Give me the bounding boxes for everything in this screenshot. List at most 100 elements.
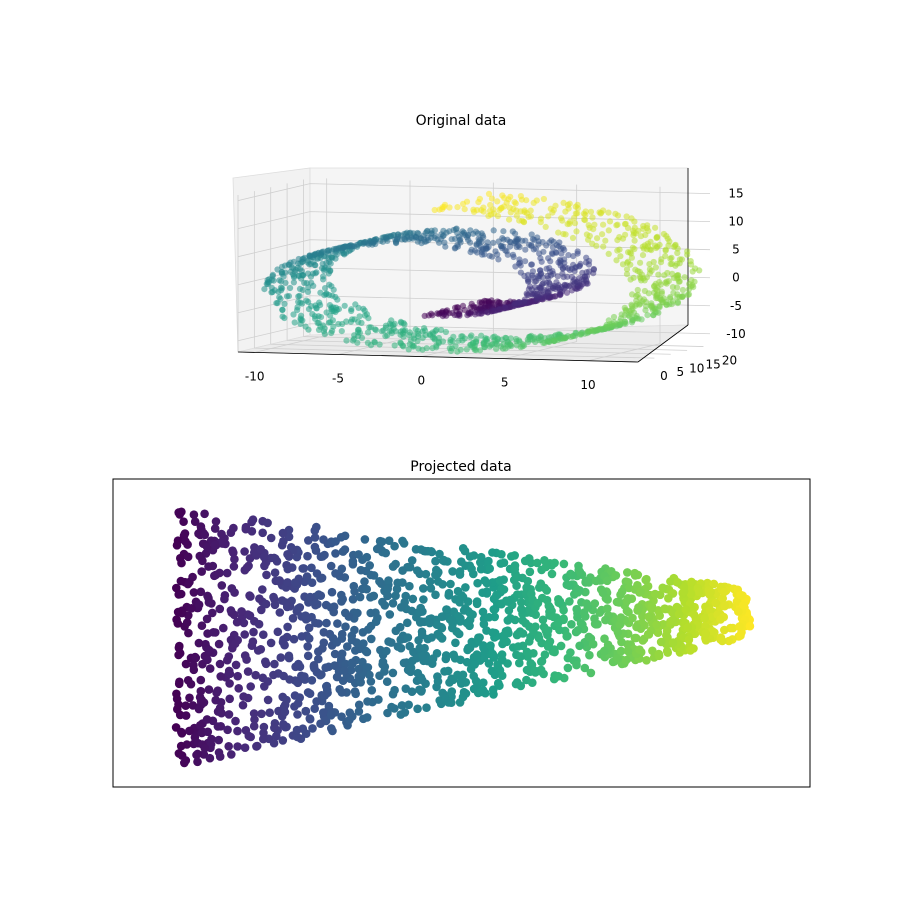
roll-point — [348, 307, 355, 315]
roll-point — [401, 321, 408, 328]
projected-point — [213, 686, 223, 695]
projected-point — [575, 567, 585, 577]
projected-point — [708, 627, 717, 636]
roll-point — [646, 261, 653, 268]
roll-point — [605, 209, 612, 216]
projected-point — [249, 721, 259, 731]
roll-point — [558, 250, 565, 257]
roll-point — [499, 336, 506, 343]
projected-point — [601, 615, 610, 625]
roll-point — [283, 293, 291, 300]
projected-point — [345, 708, 355, 717]
projected-point — [316, 719, 325, 728]
roll-point — [273, 300, 280, 307]
projected-point — [341, 622, 350, 631]
roll-point — [276, 277, 283, 284]
projected-point — [204, 645, 214, 655]
projected-point — [303, 651, 313, 661]
projected-point — [537, 656, 547, 666]
roll-point — [652, 224, 659, 231]
projected-point — [451, 638, 460, 648]
projected-point — [192, 750, 201, 760]
roll-point — [455, 337, 462, 344]
projected-point — [728, 623, 738, 633]
projected-point — [214, 639, 224, 649]
roll-point — [545, 339, 553, 346]
projected-point — [719, 587, 729, 597]
roll-point — [474, 249, 481, 256]
projected-point — [214, 735, 223, 745]
roll-point — [521, 296, 528, 303]
projected-point — [418, 651, 428, 661]
projected-point — [621, 655, 631, 665]
projected-point — [632, 622, 641, 632]
projected-point — [215, 752, 225, 761]
projected-point — [447, 615, 457, 625]
projected-point — [383, 584, 393, 594]
projected-point — [636, 587, 645, 597]
projected-point — [194, 704, 204, 714]
roll-point — [557, 245, 565, 252]
projected-point — [372, 544, 382, 554]
roll-point — [605, 227, 612, 234]
projected-point — [497, 671, 507, 680]
y-tick-label: 15 — [705, 357, 720, 371]
x-tick-label: 0 — [418, 374, 426, 388]
roll-point — [333, 245, 340, 252]
projected-point — [431, 590, 440, 600]
roll-point — [463, 346, 470, 353]
projected-point — [301, 729, 311, 738]
projected-point — [736, 590, 745, 600]
projected-point — [193, 757, 202, 767]
roll-point — [446, 204, 453, 211]
projected-point — [174, 650, 183, 660]
projected-point — [720, 625, 729, 635]
roll-point — [304, 270, 312, 277]
roll-point — [296, 285, 304, 292]
roll-point — [467, 249, 474, 256]
projected-point — [262, 570, 271, 580]
projected-point — [616, 590, 625, 600]
projected-point — [572, 604, 581, 614]
projected-point — [332, 638, 342, 647]
projected-point — [734, 607, 743, 616]
projected-point — [641, 575, 650, 585]
roll-point — [269, 271, 276, 278]
roll-point — [356, 313, 363, 320]
projected-point — [565, 597, 574, 606]
projected-point — [494, 679, 503, 689]
projected-point — [366, 677, 376, 686]
projected-point — [207, 599, 216, 608]
projected-point — [210, 524, 220, 533]
roll-point — [631, 245, 638, 253]
projected-point — [444, 588, 454, 598]
projected-point — [337, 688, 347, 697]
z-grid-line — [237, 295, 711, 314]
projected-point — [598, 588, 608, 598]
projected-point — [392, 584, 402, 594]
roll-point — [525, 278, 532, 285]
y-tick-label: 0 — [660, 369, 668, 383]
projected-point — [270, 600, 280, 610]
projected-point — [257, 605, 266, 615]
projected-point — [339, 666, 349, 675]
projected-point — [261, 599, 271, 609]
roll-point — [684, 251, 691, 258]
projected-point — [473, 578, 482, 588]
roll-point — [326, 281, 333, 288]
roll-point — [619, 261, 627, 268]
projected-point — [616, 646, 626, 656]
projected-point — [354, 700, 364, 710]
projected-point — [257, 709, 266, 719]
roll-point — [488, 195, 496, 202]
projected-point — [388, 562, 398, 571]
projected-point — [365, 670, 374, 680]
roll-point — [264, 277, 271, 284]
projected-point — [283, 578, 292, 587]
roll-point — [474, 230, 482, 237]
projected-point — [200, 509, 209, 519]
projected-point — [396, 635, 406, 644]
roll-point — [571, 220, 579, 227]
roll-point — [460, 200, 467, 207]
projected-point — [310, 663, 319, 673]
